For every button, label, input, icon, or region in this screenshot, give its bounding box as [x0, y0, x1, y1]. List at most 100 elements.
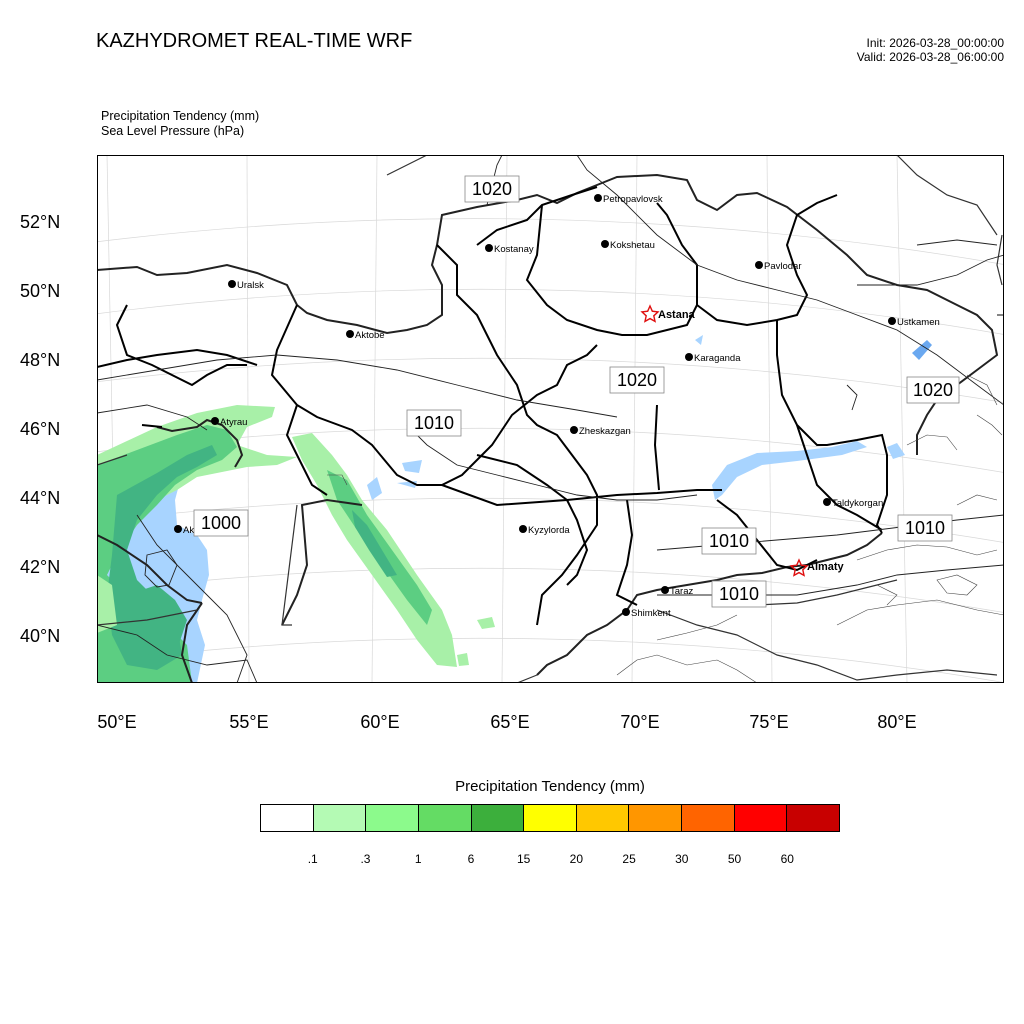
colorbar — [260, 804, 840, 832]
colorbar-tick-label: 15 — [516, 852, 531, 866]
city-label-taldykorgan: Taldykorgan — [832, 498, 883, 509]
lake-balkhash — [712, 441, 867, 500]
irtysh-reservoir — [695, 335, 703, 345]
slp-field-label: Sea Level Pressure (hPa) — [101, 124, 245, 138]
precip-shading — [97, 405, 495, 683]
isobar-label-6: 1010 — [701, 527, 757, 555]
lon-label-50: 50°E — [97, 712, 137, 732]
colorbar-tick-label: .3 — [360, 852, 371, 866]
colorbar-tick-label: 50 — [727, 852, 742, 866]
lon-label-75: 75°E — [749, 712, 789, 732]
city-label-aktobe: Aktobe — [355, 330, 385, 341]
colorbar-box — [576, 805, 630, 831]
colorbar-tick-label: 30 — [675, 852, 689, 866]
city-label-shimkent: Shimkent — [631, 608, 671, 619]
isobar-label-5: 1000 — [193, 509, 249, 537]
lon-label-70: 70°E — [620, 712, 660, 732]
city-label-pavlodar: Pavlodar — [764, 261, 802, 272]
city-label-almaty: Almaty — [807, 561, 845, 573]
svg-text:1010: 1010 — [414, 413, 454, 433]
city-label-kokshetau: Kokshetau — [610, 240, 655, 251]
svg-text:1000: 1000 — [201, 513, 241, 533]
colorbar-box — [524, 805, 577, 831]
city-marker-taraz — [661, 586, 669, 594]
init-time: Init: 2026-03-28_00:00:00 — [866, 36, 1004, 50]
lat-label-44: 44°N — [20, 488, 61, 508]
city-label-atyrau: Atyrau — [220, 417, 247, 428]
colorbar-box — [313, 805, 367, 831]
colorbar-tick-label: 1 — [414, 852, 422, 866]
isobar-label-2: 1020 — [609, 366, 665, 394]
svg-text:1020: 1020 — [913, 380, 953, 400]
city-marker-uralsk — [228, 280, 236, 288]
isobar-labels: 1020 1020 1020 1010 1000 1010 — [193, 175, 960, 608]
city-marker-atyrau — [211, 417, 219, 425]
isobar-label-1: 1020 — [464, 175, 520, 203]
colorbar-title: Precipitation Tendency (mm) — [455, 778, 645, 795]
colorbar-tick-label: 6 — [467, 852, 475, 866]
isobar-label-4: 1010 — [406, 409, 462, 437]
colorbar-box — [418, 805, 472, 831]
city-label-kostanay: Kostanay — [494, 244, 534, 255]
terrain-contours — [327, 374, 1004, 683]
colorbar-box — [366, 805, 419, 831]
lon-label-55: 55°E — [229, 712, 269, 732]
lat-label-42: 42°N — [20, 557, 61, 577]
alakol-lake — [887, 443, 905, 459]
capital-star-astana — [640, 304, 660, 323]
colorbar-box — [787, 805, 840, 831]
lat-label-48: 48°N — [20, 350, 61, 370]
lat-label-52: 52°N — [20, 212, 61, 232]
city-marker-shimkent — [622, 608, 630, 616]
city-marker-kyzylorda — [519, 525, 527, 533]
city-marker-ustkamen — [888, 317, 896, 325]
city-marker-aktau — [174, 525, 182, 533]
city-marker-taldykorgan — [823, 498, 831, 506]
colorbar-tick-label: 25 — [622, 852, 636, 866]
city-label-zheskazgan: Zheskazgan — [579, 426, 631, 437]
svg-text:1010: 1010 — [905, 518, 945, 538]
precip-field-label: Precipitation Tendency (mm) — [101, 109, 260, 123]
lon-label-60: 60°E — [360, 712, 400, 732]
lat-label-46: 46°N — [20, 419, 61, 439]
chart-title: KAZHYDROMET REAL-TIME WRF — [96, 30, 413, 52]
city-marker-zheskazgan — [570, 426, 578, 434]
city-marker-aktobe — [346, 330, 354, 338]
lon-label-65: 65°E — [490, 712, 530, 732]
colorbar-box — [471, 805, 525, 831]
city-label-taraz: Taraz — [670, 586, 693, 597]
city-label-kyzylorda: Kyzylorda — [528, 525, 570, 536]
country-borders — [97, 173, 999, 683]
capital-star-almaty — [789, 558, 809, 577]
city-label-petropavlovsk: Petropavlovsk — [603, 194, 663, 205]
lat-label-40: 40°N — [20, 626, 61, 646]
city-label-astana: Astana — [658, 309, 696, 321]
lon-label-80: 80°E — [877, 712, 917, 732]
colorbar-box — [734, 805, 788, 831]
city-label-uralsk: Uralsk — [237, 280, 264, 291]
city-marker-kokshetau — [601, 240, 609, 248]
colorbar-tick-label: 20 — [569, 852, 584, 866]
isobar-label-7: 1010 — [897, 514, 953, 542]
map-border — [97, 155, 1004, 683]
svg-text:1010: 1010 — [709, 531, 749, 551]
small-lake-1 — [402, 460, 422, 473]
colorbar-tick-label: 60 — [780, 852, 794, 866]
map: Petropavlovsk Kostanay Kokshetau Pavloda… — [97, 155, 1004, 683]
city-marker-pavlodar — [755, 261, 763, 269]
isobar-label-8: 1010 — [711, 580, 767, 608]
svg-text:1020: 1020 — [472, 179, 512, 199]
city-marker-karaganda — [685, 353, 693, 361]
colorbar-box — [682, 805, 735, 831]
colorbar-box — [261, 805, 314, 831]
city-label-karaganda: Karaganda — [694, 353, 741, 364]
region-borders — [97, 186, 888, 626]
city-marker-kostanay — [485, 244, 493, 252]
isobar-label-3: 1020 — [906, 376, 960, 404]
colorbar-box — [629, 805, 683, 831]
svg-text:1020: 1020 — [617, 370, 657, 390]
colorbar-tick-label: .1 — [307, 852, 318, 866]
field-labels: Precipitation Tendency (mm) Sea Level Pr… — [101, 109, 259, 139]
svg-text:1010: 1010 — [719, 584, 759, 604]
zaysan-lake — [912, 340, 932, 360]
